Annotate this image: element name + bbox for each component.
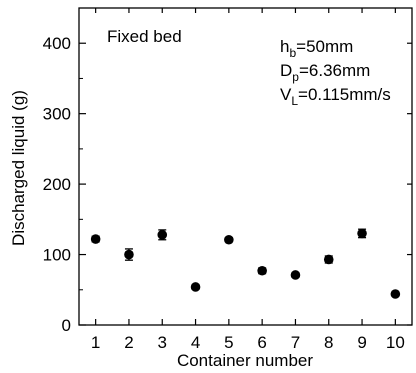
parameter-dp-subscript: p [292, 70, 299, 84]
x-tick-label: 8 [324, 333, 333, 352]
data-point [357, 228, 367, 239]
data-point [290, 270, 301, 280]
y-tick-label: 200 [43, 175, 71, 194]
x-tick-label: 5 [224, 333, 233, 352]
y-tick-label: 0 [62, 316, 71, 335]
y-axis-ticks: 0 100 200 300 400 [43, 34, 412, 335]
plot-frame [78, 7, 413, 326]
y-axis-title: Discharged liquid (g) [9, 90, 28, 246]
data-point [157, 230, 168, 240]
parameter-vl-value: =0.115mm/s [298, 85, 391, 104]
condition-label: Fixed bed [107, 27, 182, 46]
data-point [190, 282, 201, 292]
data-point [390, 289, 401, 299]
data-point [124, 249, 134, 260]
y-tick-label: 300 [43, 105, 71, 124]
data-points [90, 228, 401, 299]
x-tick-label: 6 [257, 333, 266, 352]
x-tick-label: 3 [158, 333, 167, 352]
parameter-dp-symbol: D [280, 61, 292, 80]
x-axis-title: Container number [177, 351, 313, 370]
parameter-hb-subscript: b [289, 46, 296, 60]
data-point [90, 234, 101, 244]
parameter-hb: hb=50mm [280, 37, 353, 60]
x-tick-label: 2 [124, 333, 133, 352]
x-tick-label: 7 [291, 333, 300, 352]
parameter-vl-subscript: L [291, 94, 298, 108]
data-point [224, 234, 234, 245]
x-tick-label: 10 [386, 333, 405, 352]
parameter-vl: VL=0.115mm/s [280, 85, 391, 108]
data-point [323, 254, 334, 265]
parameter-vl-symbol: V [280, 85, 292, 104]
parameter-hb-value: =50mm [296, 37, 353, 56]
parameter-dp: Dp=6.36mm [280, 61, 370, 84]
parameter-hb-symbol: h [280, 37, 289, 56]
x-tick-label: 4 [191, 333, 200, 352]
data-point [257, 265, 267, 276]
x-tick-label: 9 [357, 333, 366, 352]
x-tick-label: 1 [91, 333, 100, 352]
y-tick-label: 400 [43, 34, 71, 53]
y-tick-label: 100 [43, 246, 71, 265]
parameter-dp-value: =6.36mm [299, 61, 370, 80]
x-axis-ticks: 1 2 3 4 5 6 7 8 9 10 [91, 8, 405, 352]
